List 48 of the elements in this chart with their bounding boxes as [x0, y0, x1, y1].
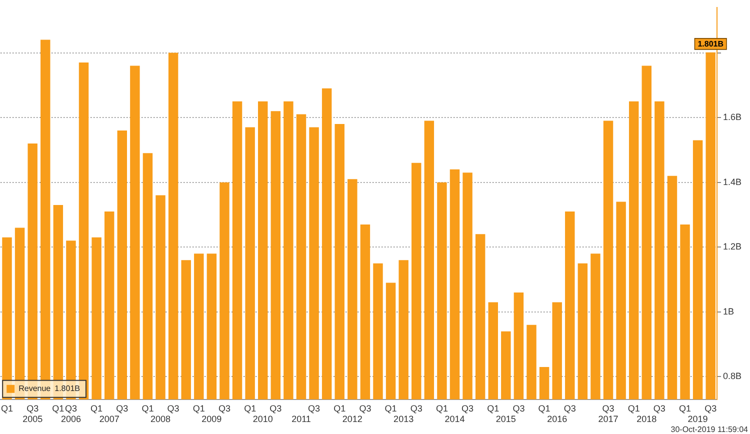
x-tick-label: Q1 [142, 403, 154, 414]
x-tick-label: 2016 [547, 414, 568, 424]
x-tick-label: Q3 [308, 403, 320, 414]
x-tick-label: Q1 [679, 403, 692, 414]
y-tick-label: 0.8B [723, 371, 742, 382]
data-label: 1.801B [698, 40, 724, 49]
x-tick-label: Q1 [628, 403, 640, 414]
x-tick-label: Q3 [359, 403, 372, 414]
x-tick-label: 2012 [342, 414, 362, 424]
x-tick-label: 2010 [252, 414, 273, 424]
x-tick-label: Q1 [436, 403, 448, 414]
x-tick-label: 2018 [636, 414, 657, 424]
x-tick-label: 2015 [496, 414, 516, 424]
x-tick-label: Q1 [487, 403, 500, 414]
x-tick-label: Q3 [270, 403, 282, 414]
x-tick-label: Q3 [462, 403, 474, 414]
x-tick-label: Q1 [90, 403, 103, 414]
x-tick-label: Q1 [334, 403, 346, 414]
x-tick-label: Q1 [244, 403, 256, 414]
x-tick-label: 2019 [688, 414, 708, 424]
x-tick-label: Q1 [192, 403, 205, 414]
y-tick-label: 1.2B [723, 242, 742, 252]
x-tick-label: Q1 [384, 403, 397, 414]
x-tick-label: Q3 [116, 403, 128, 414]
x-tick-label: Q1 [0, 403, 14, 414]
x-tick-label: Q3 [704, 403, 717, 414]
y-tick-label: 1B [723, 306, 734, 316]
x-tick-label: Q3 [218, 403, 230, 414]
x-tick-label: 2007 [99, 414, 120, 424]
x-tick-label: Q3 [653, 403, 666, 414]
x-tick-label: Q1 [52, 403, 64, 414]
x-tick-label: Q1 [538, 403, 550, 414]
x-tick-label: Q3 2017 [598, 403, 618, 424]
x-tick-label: Q3 [564, 403, 576, 414]
y-tick-label: 1.4B [723, 176, 742, 187]
x-tick-label: 2011 [292, 414, 311, 424]
legend-label: Revenue [18, 384, 52, 394]
x-tick-label: 2008 [150, 414, 171, 424]
x-tick-label: Q3 2005 [22, 403, 43, 424]
text: 1.801B [54, 384, 80, 394]
y-tick-label: 1.6B [723, 112, 742, 122]
x-tick-label: Q3 [512, 403, 525, 414]
text: 30-Oct-2019 11:59:04 [670, 425, 749, 434]
x-tick-label: Q3 [167, 403, 180, 414]
x-tick-label: 2009 [202, 414, 222, 424]
x-tick-label: 2013 [394, 414, 414, 424]
x-tick-label: 2014 [444, 414, 465, 424]
x-tick-label: Q3 [410, 403, 422, 414]
